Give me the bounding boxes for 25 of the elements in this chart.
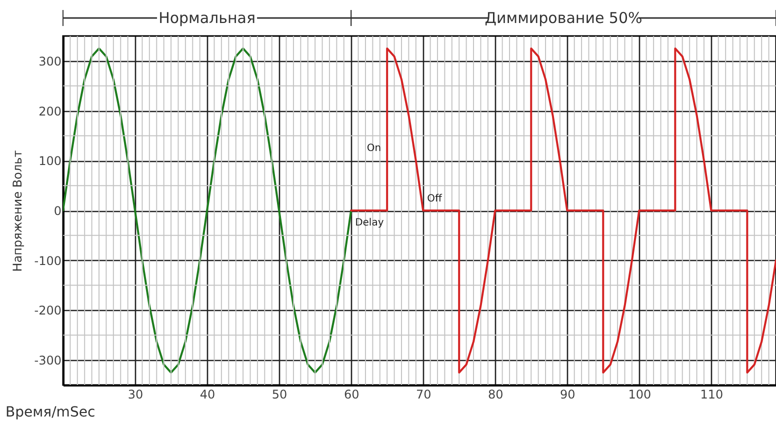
x-axis-title: Время/mSec bbox=[6, 404, 96, 420]
x-tick-label: 80 bbox=[488, 388, 504, 402]
x-tick-label: 100 bbox=[628, 388, 652, 402]
x-tick-label: 60 bbox=[344, 388, 360, 402]
text: Нормальная bbox=[158, 9, 256, 27]
line-series bbox=[350, 47, 776, 374]
y-tick-label: 200 bbox=[38, 104, 62, 118]
annotation: On bbox=[366, 143, 382, 154]
x-tick-label: 50 bbox=[272, 388, 288, 402]
y-tick-label: -100 bbox=[34, 254, 62, 268]
y-tick-label: 300 bbox=[38, 54, 62, 68]
x-tick-label: 40 bbox=[200, 388, 216, 402]
x-tick-label: 110 bbox=[700, 388, 724, 402]
y-tick-label: 0 bbox=[54, 204, 62, 218]
text: Диммирование 50% bbox=[484, 9, 642, 27]
y-tick-label: -300 bbox=[34, 354, 62, 368]
annotation: Off bbox=[427, 194, 443, 204]
y-axis-title: Напряжение Вольт bbox=[10, 150, 24, 272]
x-tick-label: 90 bbox=[560, 388, 576, 402]
x-tick-label: 70 bbox=[416, 388, 432, 402]
y-tick-label: -200 bbox=[34, 304, 62, 318]
x-tick-label: 30 bbox=[128, 388, 144, 402]
annotation: Delay bbox=[355, 218, 384, 228]
y-tick-label: 100 bbox=[38, 154, 62, 168]
line-series bbox=[63, 47, 352, 374]
